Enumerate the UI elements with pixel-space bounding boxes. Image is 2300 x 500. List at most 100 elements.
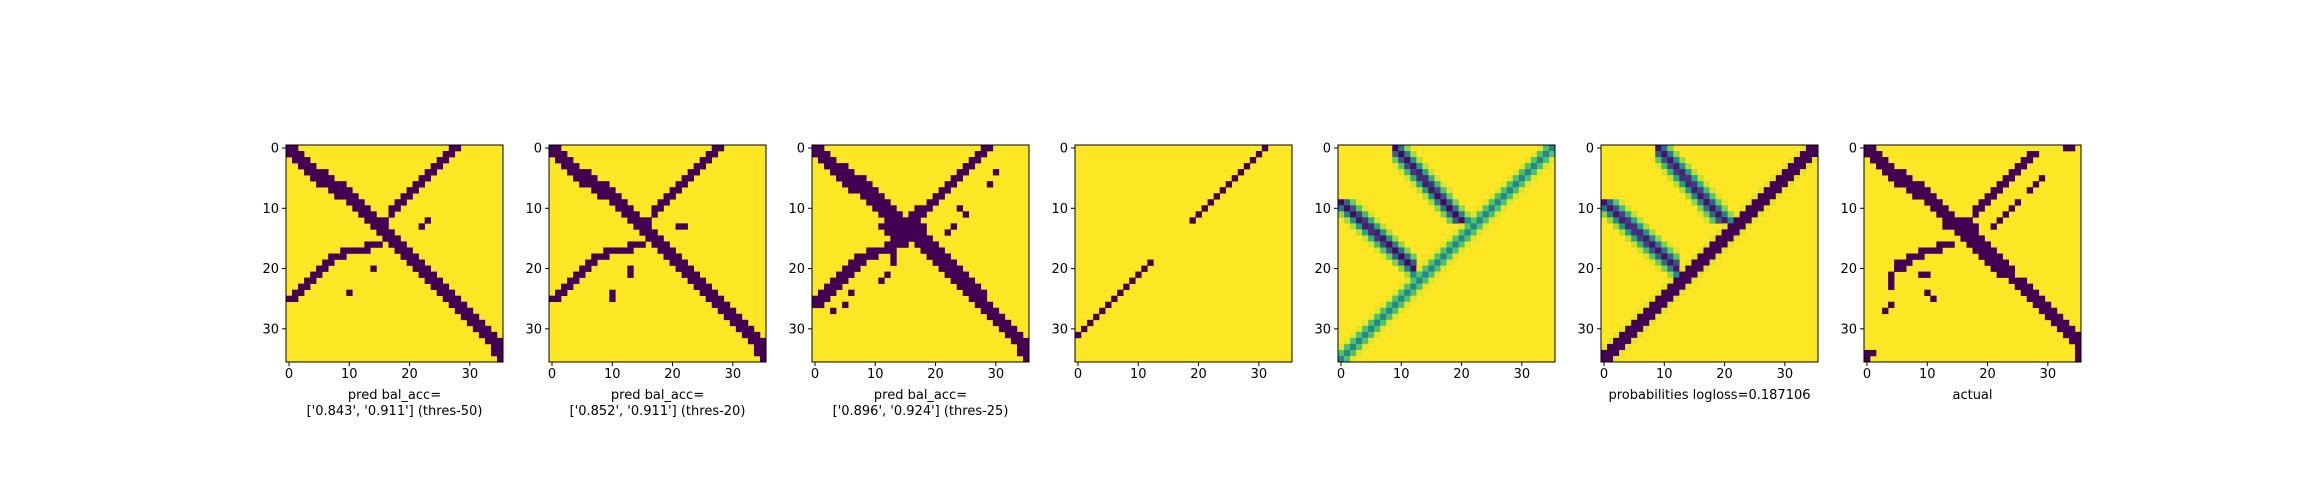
heatmap-cell bbox=[1398, 283, 1405, 290]
heatmap-cell bbox=[1685, 259, 1692, 266]
heatmap-cell bbox=[561, 151, 568, 158]
heatmap-cell bbox=[1733, 217, 1740, 224]
heatmap-cell bbox=[1661, 247, 1668, 254]
heatmap-cell bbox=[1464, 211, 1471, 218]
heatmap-cell bbox=[1637, 229, 1644, 236]
heatmap-cell bbox=[1482, 217, 1489, 224]
heatmap-cell bbox=[1757, 199, 1765, 206]
heatmap-cell bbox=[1918, 181, 1925, 188]
heatmap-cell bbox=[2026, 187, 2034, 194]
heatmap-cell bbox=[406, 259, 413, 266]
heatmap-cell bbox=[1476, 217, 1483, 224]
heatmap-cell bbox=[908, 223, 915, 230]
heatmap-cell bbox=[681, 223, 688, 230]
heatmap-cell bbox=[1625, 343, 1632, 351]
heatmap-cell bbox=[1548, 145, 1556, 152]
heatmap-cell bbox=[1613, 223, 1620, 230]
heatmap-cell bbox=[1458, 229, 1465, 236]
heatmap-cell bbox=[609, 247, 616, 254]
heatmap-cell bbox=[2056, 313, 2064, 321]
heatmap-cell bbox=[675, 259, 682, 266]
x-tick-label: 30 bbox=[1251, 367, 1268, 382]
heatmap-cell bbox=[836, 277, 843, 284]
heatmap-cell bbox=[741, 325, 749, 333]
heatmap-cell bbox=[346, 289, 353, 296]
heatmap-cell bbox=[298, 151, 305, 158]
heatmap-cell bbox=[2068, 325, 2076, 333]
heatmap-cell bbox=[1446, 217, 1453, 224]
heatmap-cell bbox=[1536, 163, 1544, 170]
heatmap-cell bbox=[878, 277, 885, 284]
heatmap-cell bbox=[1428, 253, 1435, 260]
heatmap-cell bbox=[1649, 307, 1656, 315]
heatmap-cell bbox=[615, 193, 622, 200]
heatmap-cell bbox=[1715, 199, 1722, 206]
heatmap-cell bbox=[1338, 343, 1345, 351]
heatmap-cell bbox=[1350, 199, 1357, 206]
heatmap-cell bbox=[890, 211, 897, 218]
heatmap-cell bbox=[920, 205, 927, 212]
heatmap-cell bbox=[370, 217, 377, 224]
heatmap-cell bbox=[1380, 253, 1387, 260]
heatmap-cell bbox=[1344, 211, 1351, 218]
heatmap-cell bbox=[1805, 151, 1813, 158]
heatmap-cell bbox=[2002, 259, 2009, 266]
heatmap-cell bbox=[1350, 217, 1357, 224]
heatmap-cell bbox=[1996, 259, 2003, 266]
heatmap-cell bbox=[1105, 301, 1112, 309]
heatmap-cell bbox=[669, 193, 676, 200]
heatmap-cell bbox=[1745, 205, 1752, 212]
heatmap-cell bbox=[1518, 163, 1526, 170]
heatmap-cell bbox=[1661, 259, 1668, 266]
heatmap-cell bbox=[1631, 337, 1638, 345]
heatmap-cell bbox=[430, 277, 437, 284]
heatmap-cell bbox=[2062, 331, 2070, 339]
heatmap-cell bbox=[472, 325, 480, 333]
heatmap-cell bbox=[1464, 217, 1471, 224]
heatmap-cell bbox=[818, 295, 825, 303]
heatmap-cell bbox=[1655, 301, 1662, 309]
heatmap-cell bbox=[472, 313, 480, 321]
heatmap-cell bbox=[968, 289, 976, 296]
heatmap-cell bbox=[962, 211, 970, 218]
heatmap-cell bbox=[1745, 217, 1752, 224]
heatmap-cell bbox=[1416, 181, 1423, 188]
heatmap-cell bbox=[424, 265, 431, 272]
heatmap-cell bbox=[1482, 205, 1489, 212]
heatmap-cell bbox=[1398, 163, 1405, 170]
heatmap-cell bbox=[992, 307, 1000, 315]
heatmap-cell bbox=[699, 157, 707, 164]
heatmap-cell bbox=[1787, 169, 1795, 176]
heatmap-cell bbox=[460, 301, 468, 309]
heatmap-cell bbox=[1703, 265, 1710, 272]
y-tick-label: 10 bbox=[1577, 202, 1594, 217]
heatmap-cell bbox=[1727, 217, 1734, 224]
heatmap-cell bbox=[1619, 211, 1626, 218]
heatmap-cell bbox=[1703, 253, 1710, 260]
heatmap-cell bbox=[1643, 313, 1650, 321]
heatmap-cell bbox=[872, 253, 879, 260]
heatmap-cell bbox=[1619, 325, 1626, 333]
heatmap-cell bbox=[1972, 205, 1979, 212]
heatmap-cell bbox=[866, 181, 873, 188]
heatmap-cell bbox=[1386, 295, 1393, 303]
heatmap-cell bbox=[1512, 169, 1520, 176]
heatmap-cell bbox=[388, 241, 395, 248]
heatmap-cell bbox=[2020, 289, 2028, 296]
heatmap-cell bbox=[699, 283, 707, 290]
heatmap-cell bbox=[298, 289, 305, 296]
y-tick-label: 10 bbox=[788, 202, 805, 217]
heatmap-cell bbox=[1715, 229, 1722, 236]
heatmap-cell bbox=[1362, 223, 1369, 230]
y-tick-label: 20 bbox=[788, 262, 805, 277]
heatmap-cell bbox=[436, 277, 444, 284]
heatmap-cell bbox=[1649, 259, 1656, 266]
heatmap-cell bbox=[687, 277, 694, 284]
heatmap-cell bbox=[555, 157, 562, 164]
heatmap-cell bbox=[2002, 175, 2009, 182]
heatmap-cell bbox=[1410, 259, 1417, 266]
heatmap-cell bbox=[1362, 205, 1369, 212]
heatmap-cell bbox=[1661, 283, 1668, 290]
heatmap-cell bbox=[1984, 259, 1991, 266]
heatmap-cell bbox=[1697, 265, 1704, 272]
